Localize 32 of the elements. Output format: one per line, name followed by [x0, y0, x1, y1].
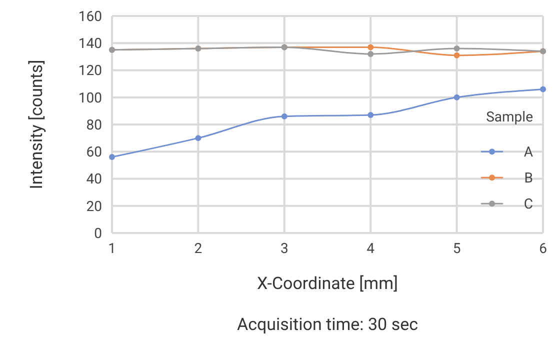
x-tick-label: 1: [108, 241, 116, 257]
x-axis-title: X-Coordinate [mm]: [256, 274, 398, 294]
y-tick-label: 20: [86, 198, 102, 215]
legend-title: Sample: [486, 110, 533, 126]
point: [109, 154, 115, 160]
point: [540, 86, 546, 92]
y-tick-label: 140: [78, 36, 102, 52]
x-tick-label: 4: [366, 241, 375, 257]
point: [454, 46, 460, 52]
y-tick-label: 40: [86, 172, 102, 188]
legend-label: B: [524, 170, 533, 187]
y-tick-label: 80: [86, 117, 102, 134]
y-tick-label: 60: [86, 144, 102, 161]
legend-label: A: [524, 144, 533, 161]
x-tick-label: 3: [280, 241, 288, 257]
text: Acquisition time: 30 sec: [236, 315, 418, 335]
y-tick-label: 120: [78, 63, 102, 80]
point: [368, 50, 374, 57]
point: [195, 135, 202, 142]
point: [281, 113, 288, 120]
point: [368, 44, 374, 50]
x-tick-label: 2: [194, 241, 202, 257]
y-axis-title: Intensity [counts]: [27, 60, 47, 190]
y-tick-label: 100: [78, 90, 102, 106]
x-tick-label: 5: [452, 241, 461, 257]
legend-label: C: [524, 196, 533, 213]
y-tick-label: 160: [78, 8, 102, 25]
point: [454, 94, 460, 100]
point: [368, 112, 374, 118]
point: [454, 52, 460, 58]
y-tick-label: 0: [94, 226, 102, 242]
x-tick-label: 6: [539, 241, 548, 257]
